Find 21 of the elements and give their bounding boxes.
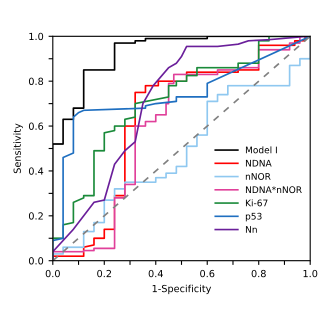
x-tick-label: 0.6	[200, 270, 214, 278]
x-tick-label: 0.2	[97, 270, 112, 278]
x-tick-label: 1.0	[304, 270, 318, 278]
x-tick-label: 0.0	[46, 270, 60, 278]
y-tick-label: 0.6	[28, 122, 44, 130]
legend-label: nNOR	[246, 173, 271, 180]
y-tick-label: 1.0	[29, 32, 44, 40]
x-axis-title: 1-Specificity	[152, 284, 212, 294]
legend-label: Model I	[246, 146, 277, 154]
x-tick-label: 0.8	[252, 270, 266, 278]
legend-label: NDNA*nNOR	[246, 186, 302, 194]
legend-label: Ki-67	[246, 199, 268, 206]
legend-label: Nn	[246, 226, 257, 233]
legend-label: p53	[246, 212, 262, 222]
legend-label: NDNA	[246, 160, 272, 166]
y-tick-label: 0.4	[28, 167, 44, 175]
x-tick-label: 0.4	[148, 270, 163, 278]
y-tick-label: 0.8	[28, 78, 44, 86]
y-tick-label: 0.2	[28, 212, 43, 220]
y-tick-label: 0.0	[28, 257, 44, 265]
y-axis-title: Sensitivity	[13, 123, 23, 174]
